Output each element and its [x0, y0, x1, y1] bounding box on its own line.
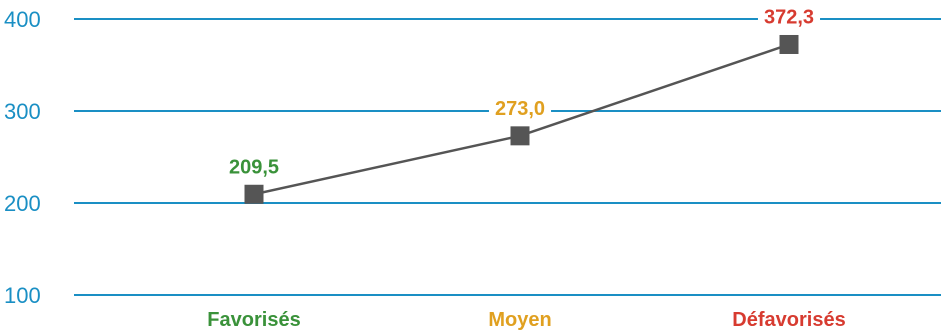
x-category-label-1: Favorisés — [207, 309, 300, 331]
data-point-2 — [510, 126, 530, 146]
y-axis-tick-labels: 100 200 300 400 — [4, 7, 41, 308]
marker-layer — [244, 34, 799, 204]
y-tick-label-200: 200 — [4, 191, 41, 216]
data-label-bg-3 — [757, 5, 821, 30]
data-label-bg-2 — [488, 96, 552, 121]
y-tick-label-300: 300 — [4, 99, 41, 124]
data-label-1: 209,5 — [229, 156, 279, 178]
data-label-layer: 209,5 273,0 372,3 — [222, 5, 821, 180]
y-tick-label-400: 400 — [4, 7, 41, 32]
x-category-label-3: Défavorisés — [732, 309, 845, 331]
data-label-2: 273,0 — [495, 98, 545, 120]
y-tick-label-100: 100 — [4, 283, 41, 308]
x-category-label-2: Moyen — [488, 309, 551, 331]
data-label-bg-1 — [222, 155, 286, 180]
data-point-3 — [779, 34, 799, 54]
data-point-1 — [244, 184, 264, 204]
x-axis-category-labels: Favorisés Moyen Défavorisés — [207, 309, 845, 331]
grid-layer — [74, 18, 941, 296]
data-label-3: 372,3 — [764, 6, 814, 28]
